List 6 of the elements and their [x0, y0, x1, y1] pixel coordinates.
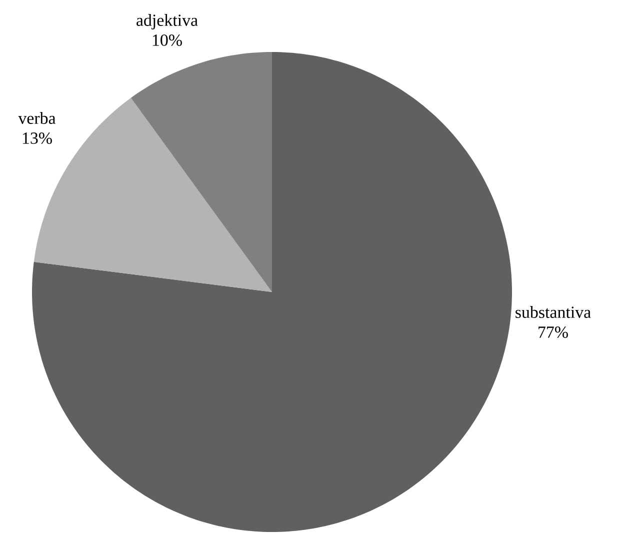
data-label: 77%	[538, 326, 568, 338]
slice-label: adjektiva	[136, 14, 198, 30]
slice-label: substantiva	[516, 306, 591, 318]
data-label: 10%	[152, 34, 182, 46]
data-label: 13%	[22, 132, 52, 144]
slice-label: verba	[18, 112, 56, 124]
